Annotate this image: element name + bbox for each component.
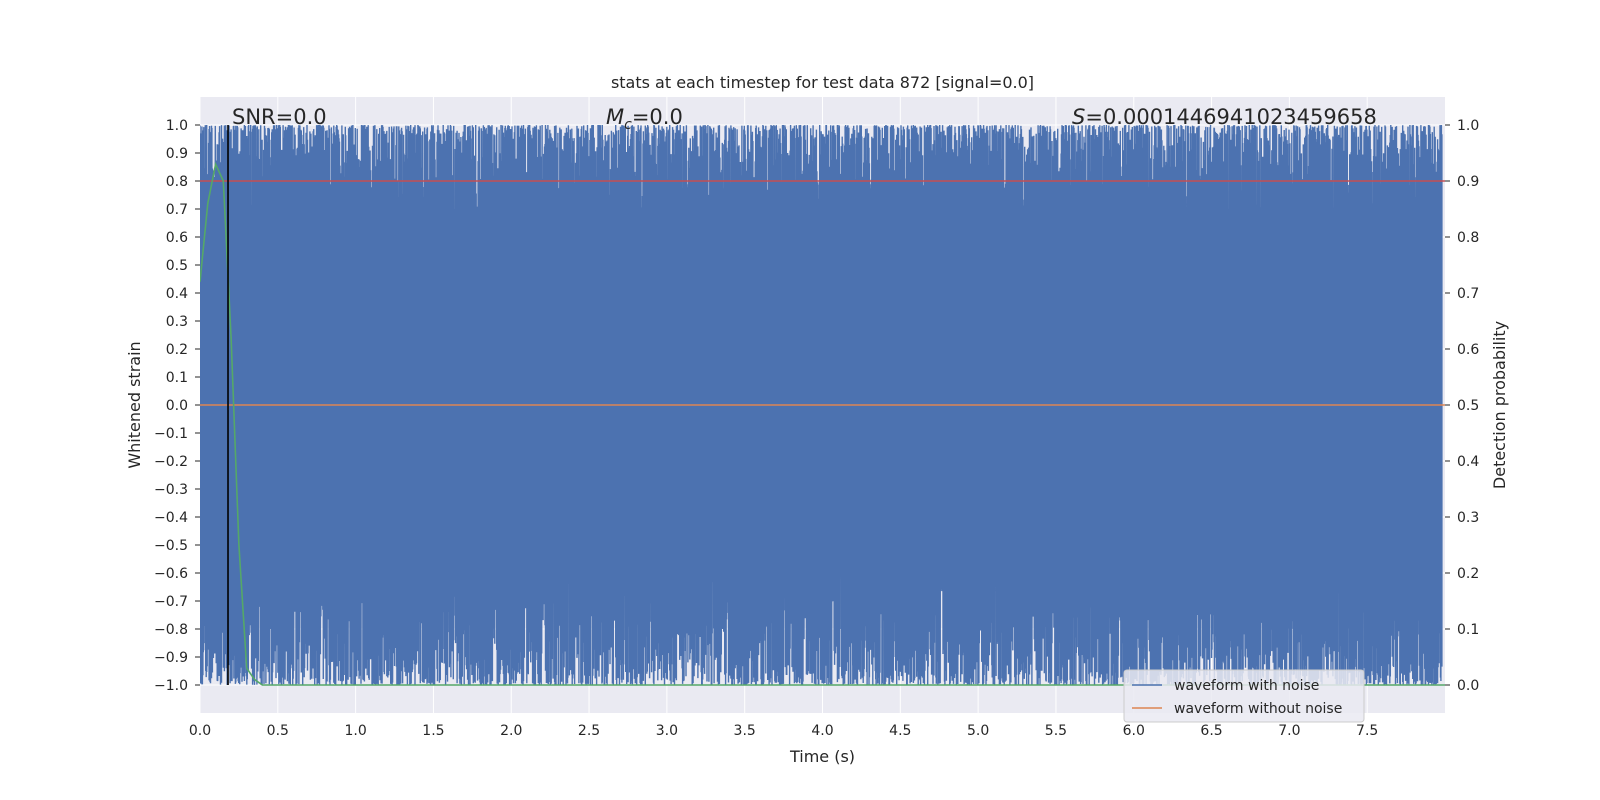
legend-label-without-noise: waveform without noise: [1174, 701, 1342, 717]
x-tick-label: 5.0: [967, 723, 989, 739]
y-tick-label-left: 0.9: [166, 146, 188, 162]
y-tick-label-left: 0.6: [166, 230, 188, 246]
y-tick-label-right: 0.2: [1457, 566, 1479, 582]
x-tick-label: 2.5: [578, 723, 600, 739]
x-tick-label: 3.5: [734, 723, 756, 739]
x-tick-label: 0.0: [189, 723, 211, 739]
y-tick-label-right: 1.0: [1457, 118, 1479, 134]
chart-title: stats at each timestep for test data 872…: [611, 73, 1034, 92]
y-tick-label-left: 0.1: [166, 370, 188, 386]
s-annotation: S=0.0001446941023459658: [1072, 105, 1377, 129]
y-tick-label-left: 0.4: [166, 286, 188, 302]
y-tick-label-right: 0.0: [1457, 678, 1479, 694]
y-tick-label-left: −0.9: [154, 650, 188, 666]
y-tick-label-right: 0.3: [1457, 510, 1479, 526]
y-tick-label-left: −0.2: [154, 454, 188, 470]
y-axis-left: 1.0 0.9 0.8 0.7 0.6 0.5 0.4 0.3 0.2 0.1 0.0 −0.1 −0.…: [154, 118, 200, 694]
y-tick-label-left: −0.3: [154, 482, 188, 498]
y-tick-label-left: 0.7: [166, 202, 188, 218]
y-tick-label-right: 0.6: [1457, 342, 1479, 358]
x-tick-label: 4.5: [889, 723, 911, 739]
x-tick-label: 4.0: [811, 723, 833, 739]
y-tick-label-left: 0.3: [166, 314, 188, 330]
snr-annotation: SNR=0.0: [232, 105, 327, 129]
y-axis-label-left: Whitened strain: [125, 341, 144, 468]
x-tick-label: 7.0: [1278, 723, 1300, 739]
legend-box: [1123, 669, 1365, 723]
legend-label-with-noise: waveform with noise: [1174, 678, 1319, 694]
y-tick-label-left: 0.2: [166, 342, 188, 358]
x-tick-label: 6.0: [1123, 723, 1145, 739]
s-symbol: S: [1072, 105, 1085, 129]
x-tick-label: 1.0: [344, 723, 366, 739]
x-axis: 0.0 0.5 1.0 1.5 2.0 2.5 3.0 3.5 4.0 4.5 5.0 5.5 6.0 6…: [189, 723, 1378, 739]
series-detection-probability: [200, 161, 1445, 686]
y-tick-label-left: −0.5: [154, 538, 188, 554]
s-value: =0.0001446941023459658: [1085, 105, 1377, 129]
chirp-mass-subscript: c: [624, 117, 632, 133]
waveform-noise-body: [200, 209, 1442, 573]
y-tick-label-left: 0.5: [166, 258, 188, 274]
x-tick-label: 2.0: [500, 723, 522, 739]
x-tick-label: 3.0: [656, 723, 678, 739]
x-tick-label: 0.5: [267, 723, 289, 739]
y-tick-label-left: −0.1: [154, 426, 188, 442]
x-tick-label: 1.5: [422, 723, 444, 739]
chirp-mass-annotation: Mc=0.0: [606, 105, 683, 133]
y-axis-label-right: Detection probability: [1490, 321, 1509, 489]
y-tick-label-left: −0.4: [154, 510, 188, 526]
y-tick-label-right: 0.8: [1457, 230, 1479, 246]
y-tick-label-left: 1.0: [166, 118, 188, 134]
y-axis-right: 1.0 0.9 0.8 0.7 0.6 0.5 0.4 0.3 0.2 0.1 0.0: [1445, 118, 1479, 694]
y-tick-label-left: 0.8: [166, 174, 188, 190]
series-layer: [200, 124, 1445, 686]
y-tick-label-left: 0.0: [166, 398, 188, 414]
y-tick-label-left: −0.8: [154, 622, 188, 638]
legend: waveform with noise waveform without noi…: [1123, 669, 1365, 723]
x-tick-label: 5.5: [1045, 723, 1067, 739]
y-tick-label-left: −0.7: [154, 594, 188, 610]
y-tick-label-left: −0.6: [154, 566, 188, 582]
y-tick-label-right: 0.5: [1457, 398, 1479, 414]
y-tick-label-right: 0.1: [1457, 622, 1479, 638]
x-tick-label: 7.5: [1356, 723, 1378, 739]
chirp-mass-value: =0.0: [632, 105, 683, 129]
y-tick-label-left: −1.0: [154, 678, 188, 694]
y-tick-label-right: 0.4: [1457, 454, 1479, 470]
chirp-mass-symbol: M: [606, 105, 624, 129]
x-axis-label: Time (s): [789, 747, 855, 766]
y-tick-label-right: 0.7: [1457, 286, 1479, 302]
x-tick-label: 6.5: [1200, 723, 1222, 739]
y-tick-label-right: 0.9: [1457, 174, 1479, 190]
